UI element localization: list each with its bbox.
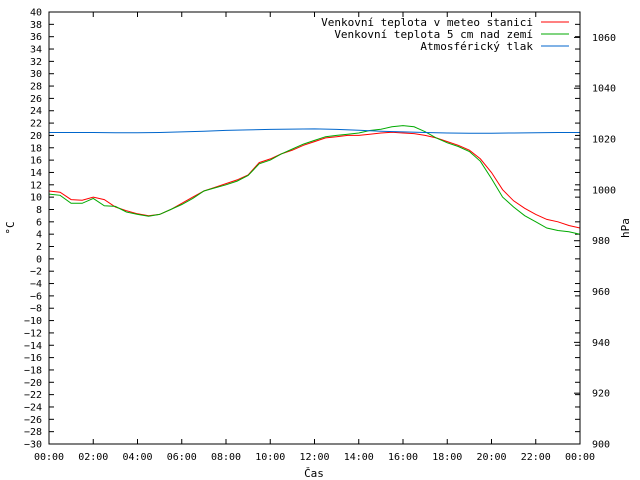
y2-tick-label: 920 <box>592 389 610 400</box>
y-tick-label: 4 <box>36 230 42 241</box>
x-tick-label: 08:00 <box>211 452 241 463</box>
x-tick-label: 04:00 <box>122 452 152 463</box>
series-line-1 <box>48 131 581 229</box>
y-tick-label: −10 <box>24 316 42 327</box>
y-tick-label: 30 <box>30 69 42 80</box>
x-axis-title: Čas <box>304 467 324 480</box>
y-tick-label: −8 <box>30 304 42 315</box>
x-tick-label: 06:00 <box>167 452 197 463</box>
x-tick-label: 12:00 <box>299 452 329 463</box>
y-axis-title: °C <box>4 221 17 234</box>
y-tick-label: 0 <box>36 254 42 265</box>
y-tick-label: 26 <box>30 94 42 105</box>
y2-axis-ticks: 900 920 940 960 980 1000 1020 1040 1060 <box>574 33 616 451</box>
y-tick-label: −28 <box>24 427 42 438</box>
x-axis-ticks: 00:00 02:00 04:00 06:00 08:00 10:00 12:00 14:00… <box>34 12 595 463</box>
y2-axis-title: hPa <box>619 218 632 238</box>
y-tick-label: 2 <box>36 242 42 253</box>
y-tick-label: −20 <box>24 378 42 389</box>
x-tick-label: 22:00 <box>521 452 551 463</box>
x-tick-label: 18:00 <box>432 452 462 463</box>
y2-tick-label: 900 <box>592 440 610 451</box>
y-tick-label: 20 <box>30 131 42 142</box>
y2-tick-label: 1060 <box>592 33 616 44</box>
y-tick-label: −16 <box>24 353 42 364</box>
y-tick-label: 28 <box>30 82 42 93</box>
y-tick-label: 38 <box>30 20 42 31</box>
y2-tick-label: 940 <box>592 338 610 349</box>
y-tick-label: −26 <box>24 415 42 426</box>
series-lines <box>48 125 581 235</box>
legend: Venkovní teplota v meteo staniciVenkovní… <box>321 16 569 53</box>
y-tick-label: 40 <box>30 8 42 19</box>
series-line-2 <box>48 125 581 235</box>
y2-tick-label: 980 <box>592 236 610 247</box>
x-tick-label: 00:00 <box>34 452 64 463</box>
plot-frame <box>48 11 581 445</box>
legend-label-1: Venkovní teplota v meteo stanici <box>321 16 533 29</box>
y-tick-label: 8 <box>36 205 42 216</box>
x-tick-label: 00:00 <box>565 452 595 463</box>
x-tick-label: 14:00 <box>344 452 374 463</box>
y-tick-label: 36 <box>30 32 42 43</box>
y-tick-label: −22 <box>24 390 42 401</box>
y-tick-label: 14 <box>30 168 42 179</box>
y2-tick-label: 960 <box>592 287 610 298</box>
y-tick-label: −30 <box>24 440 42 451</box>
y-tick-label: 34 <box>30 45 42 56</box>
y-tick-label: 24 <box>30 106 42 117</box>
y2-tick-label: 1000 <box>592 185 616 196</box>
y-axis-ticks: −30−28−26−24−22−20−18−16−14−12−10−8−6−4−… <box>24 8 580 451</box>
y-tick-label: −12 <box>24 328 42 339</box>
y-tick-label: 18 <box>30 143 42 154</box>
y-tick-label: −4 <box>30 279 42 290</box>
legend-label-2: Venkovní teplota 5 cm nad zemí <box>334 28 533 41</box>
x-tick-label: 16:00 <box>388 452 418 463</box>
y-tick-label: 22 <box>30 119 42 130</box>
y-tick-label: 12 <box>30 180 42 191</box>
y2-tick-label: 1020 <box>592 135 616 146</box>
series-line-3 <box>49 128 580 134</box>
y-tick-label: −18 <box>24 365 42 376</box>
legend-label-3: Atmosférický tlak <box>420 40 533 53</box>
y-tick-label: −6 <box>30 291 42 302</box>
x-tick-label: 02:00 <box>78 452 108 463</box>
y-tick-label: 16 <box>30 156 42 167</box>
y-tick-label: −24 <box>24 402 42 413</box>
x-tick-label: 10:00 <box>255 452 285 463</box>
y-tick-label: 10 <box>30 193 42 204</box>
y-tick-label: −2 <box>30 267 42 278</box>
y-tick-label: −14 <box>24 341 42 352</box>
y-tick-label: 6 <box>36 217 42 228</box>
y2-tick-label: 1040 <box>592 84 616 95</box>
x-tick-label: 20:00 <box>476 452 506 463</box>
y-tick-label: 32 <box>30 57 42 68</box>
